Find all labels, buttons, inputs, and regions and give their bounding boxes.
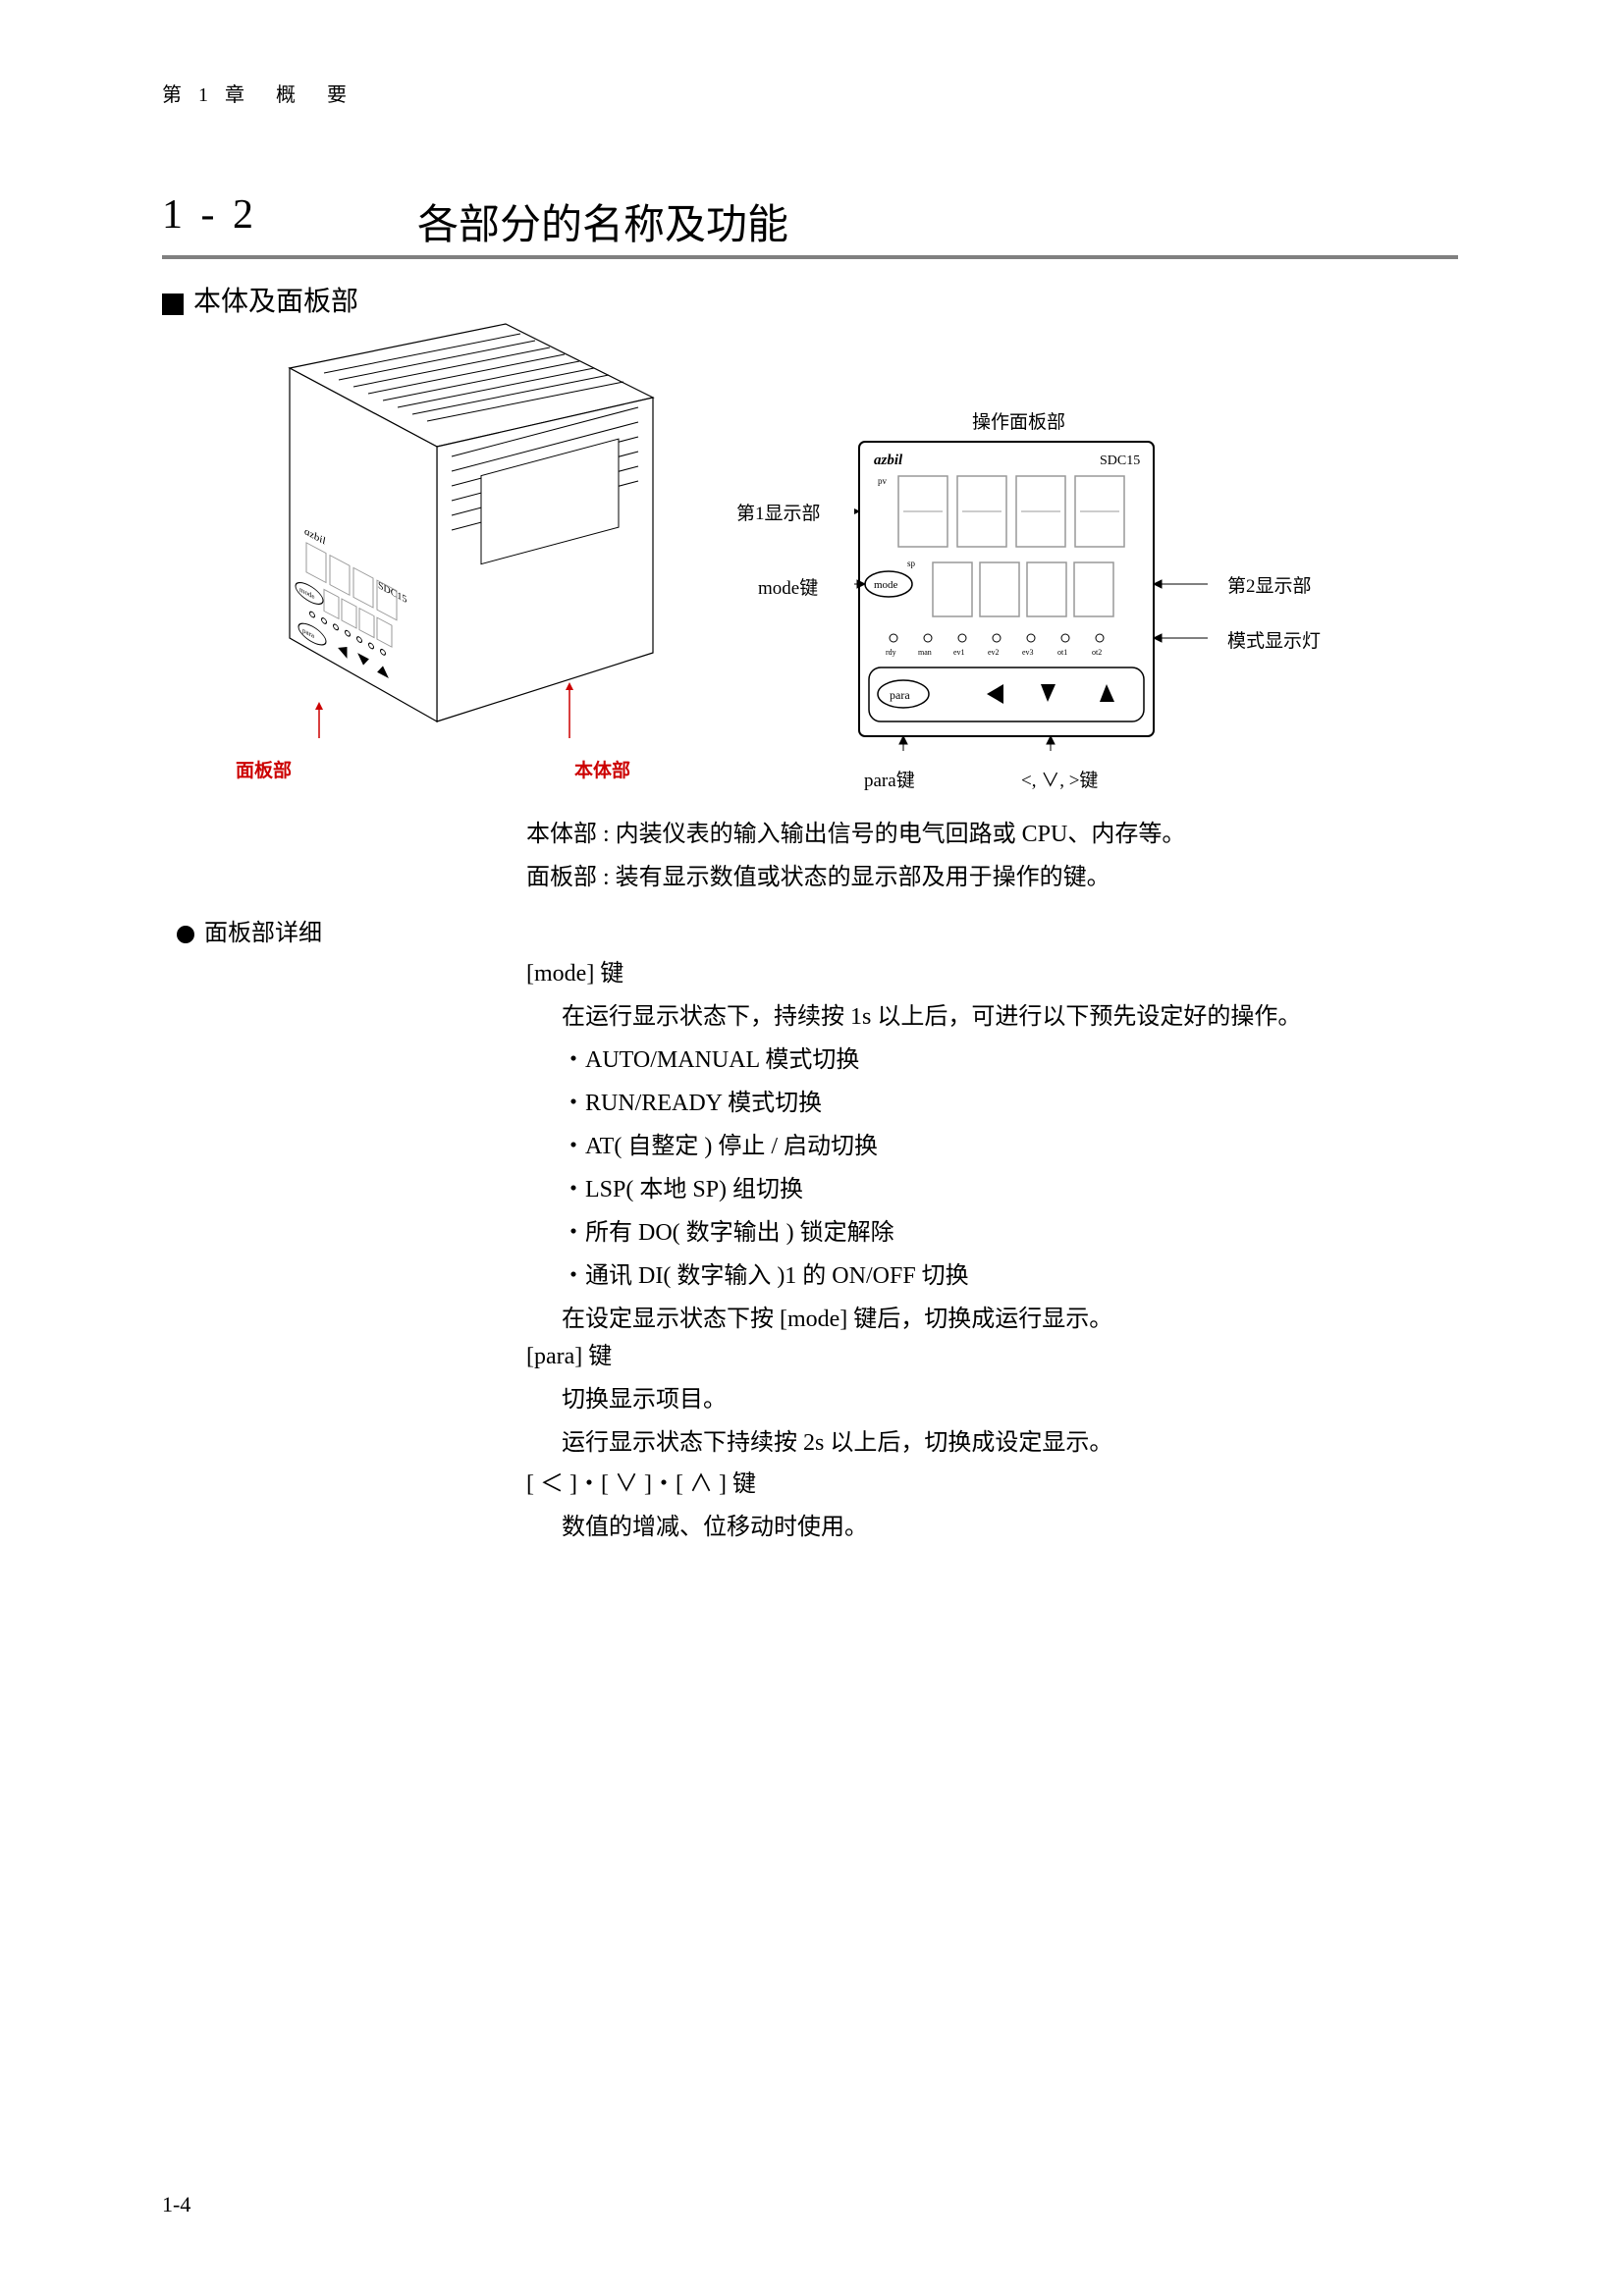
- front-panel-diagram: azbil SDC15 pv sp mode: [854, 437, 1218, 751]
- mode-key-b3: ・AT( 自整定 ) 停止 / 启动切换: [526, 1125, 1301, 1168]
- arrow-key-block: [ ＜ ]・[ ∨ ]・[ ∧ ] 键 数值的增减、位移动时使用。: [526, 1463, 868, 1549]
- svg-text:para: para: [890, 688, 910, 702]
- para-key-line2: 运行显示状态下持续按 2s 以上后，切换成设定显示。: [526, 1421, 1112, 1465]
- callout-mode-key: mode键: [758, 573, 818, 600]
- mode-key-b1: ・AUTO/MANUAL 模式切换: [526, 1039, 1301, 1082]
- circle-bullet-icon: [177, 926, 194, 943]
- mode-key-block: [mode] 键 在运行显示状态下，持续按 1s 以上后，可进行以下预先设定好的…: [526, 952, 1301, 1341]
- diagram-area: azbil SDC15 mode: [187, 314, 1365, 785]
- mode-key-line1: 在运行显示状态下，持续按 1s 以上后，可进行以下预先设定好的操作。: [526, 995, 1301, 1039]
- front-panel-caption: 操作面板部: [972, 407, 1065, 434]
- section-title: 各部分的名称及功能: [417, 191, 788, 251]
- subsection-2-title: 面板部详细: [204, 921, 322, 946]
- subsection-body-panel: 本体及面板部: [162, 280, 358, 319]
- callout-arrow-keys: <, ∨, >键: [1021, 766, 1098, 792]
- isometric-device-drawing: azbil SDC15 mode: [187, 314, 697, 775]
- page-number: 1-4: [162, 2192, 190, 2217]
- svg-text:SDC15: SDC15: [1100, 454, 1140, 468]
- square-bullet-icon: [162, 294, 184, 315]
- callout-display1: 第1显示部: [736, 499, 821, 525]
- mode-key-b5: ・所有 DO( 数字输出 ) 锁定解除: [526, 1211, 1301, 1255]
- subsection-panel-detail: 面板部详细: [177, 913, 322, 947]
- desc-line-1: 本体部 : 内装仪表的输入输出信号的电气回路或 CPU、内存等。: [526, 813, 1185, 856]
- svg-text:ot1: ot1: [1057, 648, 1067, 657]
- svg-text:ot2: ot2: [1092, 648, 1102, 657]
- svg-text:man: man: [918, 648, 932, 657]
- section-rule: [162, 255, 1458, 259]
- para-key-block: [para] 键 切换显示项目。 运行显示状态下持续按 2s 以上后，切换成设定…: [526, 1335, 1112, 1465]
- mode-key-heading: [mode] 键: [526, 952, 1301, 995]
- desc-line-2: 面板部 : 装有显示数值或状态的显示部及用于操作的键。: [526, 856, 1185, 899]
- svg-text:ev1: ev1: [953, 648, 965, 657]
- iso-label-body: 本体部: [574, 756, 630, 782]
- mode-key-b2: ・RUN/READY 模式切换: [526, 1082, 1301, 1125]
- para-key-line1: 切换显示项目。: [526, 1378, 1112, 1421]
- section-number: 1 - 2: [162, 191, 257, 239]
- para-key-heading: [para] 键: [526, 1335, 1112, 1378]
- iso-label-panel: 面板部: [236, 756, 292, 782]
- svg-text:azbil: azbil: [874, 453, 903, 468]
- description-block: 本体部 : 内装仪表的输入输出信号的电气回路或 CPU、内存等。 面板部 : 装…: [526, 813, 1185, 899]
- svg-text:sp: sp: [907, 559, 916, 568]
- mode-key-b4: ・LSP( 本地 SP) 组切换: [526, 1168, 1301, 1211]
- callout-display2: 第2显示部: [1227, 571, 1312, 598]
- svg-text:ev3: ev3: [1022, 648, 1034, 657]
- svg-text:pv: pv: [878, 476, 888, 486]
- callout-para-key: para键: [864, 766, 915, 792]
- subsection-1-title: 本体及面板部: [193, 287, 358, 317]
- arrow-key-line1: 数值的增减、位移动时使用。: [526, 1506, 868, 1549]
- svg-text:rdy: rdy: [886, 648, 896, 657]
- svg-text:ev2: ev2: [988, 648, 1000, 657]
- page-header: 第 1 章 概 要: [162, 79, 352, 107]
- svg-text:mode: mode: [874, 579, 898, 591]
- mode-key-b6: ・通讯 DI( 数字输入 )1 的 ON/OFF 切换: [526, 1255, 1301, 1298]
- callout-mode-lamp: 模式显示灯: [1227, 626, 1321, 653]
- arrow-key-heading: [ ＜ ]・[ ∨ ]・[ ∧ ] 键: [526, 1463, 868, 1506]
